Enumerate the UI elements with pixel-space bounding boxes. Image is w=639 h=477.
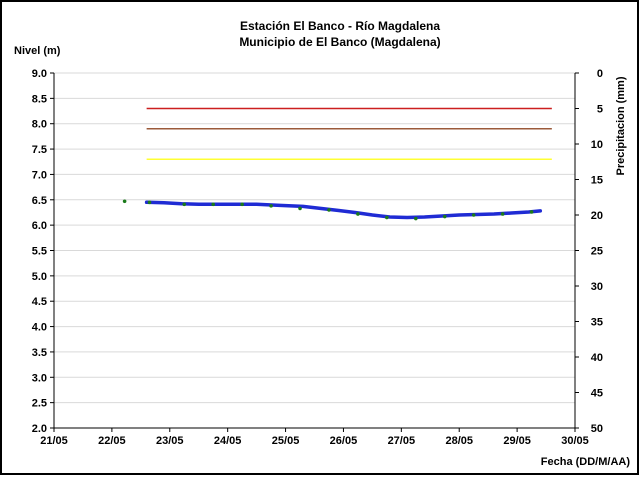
y2-tick-label: 40 [591, 352, 603, 364]
level-data-point [298, 206, 302, 211]
y-tick-label: 8.0 [32, 119, 47, 131]
x-tick-label: 21/05 [40, 435, 68, 447]
level-data-point [211, 202, 215, 207]
level-data-point [385, 215, 389, 220]
level-data-point [529, 210, 534, 214]
chart-title: Estación El Banco - Río Magdalena [240, 19, 440, 33]
y-tick-label: 5.5 [32, 246, 47, 258]
level-data-point [269, 204, 273, 208]
chart-subtitle: Municipio de El Banco (Magdalena) [239, 35, 440, 49]
level-data-point [500, 212, 505, 216]
x-tick-label: 22/05 [98, 435, 126, 447]
x-tick-label: 27/05 [388, 435, 416, 447]
level-series-line [144, 200, 543, 220]
y-tick-label: 2.0 [32, 423, 47, 435]
y2-tick-label: 20 [591, 210, 603, 222]
x-tick-label: 26/05 [330, 435, 358, 447]
y-tick-label: 6.5 [32, 195, 47, 207]
y2-tick-label: 5 [597, 104, 603, 116]
y-tick-label: 4.0 [32, 322, 47, 334]
y-tick-label: 7.5 [32, 144, 47, 156]
x-axis-label: Fecha (DD/M/AA) [541, 456, 631, 468]
level-data-point [240, 202, 244, 207]
y2-tick-label: 25 [591, 246, 603, 258]
y-axis-label: Nivel (m) [14, 45, 61, 57]
x-tick-label: 29/05 [503, 435, 531, 447]
level-data-point [356, 212, 360, 216]
y2-axis-label: Precipitacion (mm) [615, 76, 627, 175]
level-data-point [414, 216, 418, 221]
level-data-point [471, 213, 476, 217]
level-data-point [122, 199, 127, 204]
y2-tick-label: 10 [591, 139, 603, 151]
plot-area: 2.0 2.5 3.0 3.5 4.0 4.5 5.0 5.5 6.0 6.5 7.0 7.5 8.0 8… [32, 68, 603, 447]
y-tick-label: 8.5 [32, 93, 47, 105]
y-tick-label: 7.0 [32, 169, 47, 181]
x-tick-label: 23/05 [156, 435, 184, 447]
level-data-point [327, 208, 331, 212]
level-data-point [147, 200, 152, 205]
y-tick-label: 5.0 [32, 271, 47, 283]
level-data-point [442, 214, 447, 219]
y-tick-label: 2.5 [32, 398, 47, 410]
y2-tick-label: 45 [591, 388, 603, 400]
y2-tick-label: 30 [591, 281, 603, 293]
y-tick-label: 3.5 [32, 347, 47, 359]
y2-tick-label: 0 [597, 68, 603, 80]
y2-tick-label: 50 [591, 423, 603, 435]
x-tick-label: 25/05 [272, 435, 300, 447]
y2-tick-label: 15 [591, 175, 603, 187]
y2-tick-label: 35 [591, 317, 603, 329]
x-tick-label: 28/05 [445, 435, 473, 447]
level-data-point [182, 202, 187, 207]
y-tick-label: 4.5 [32, 296, 47, 308]
x-tick-label: 24/05 [214, 435, 242, 447]
y-tick-label: 6.0 [32, 220, 47, 232]
x-tick-label: 30/05 [561, 435, 589, 447]
y-tick-label: 3.0 [32, 372, 47, 384]
y-tick-label: 9.0 [32, 68, 47, 80]
